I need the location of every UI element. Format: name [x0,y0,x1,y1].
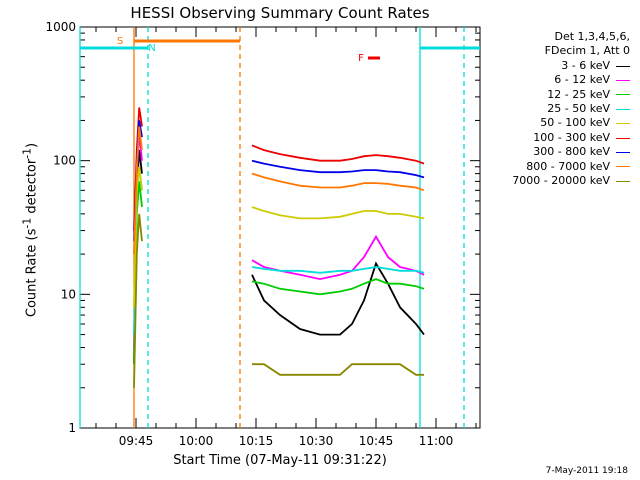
legend-swatch [616,166,630,168]
legend-entry: 3 - 6 keV [512,59,630,73]
legend-swatch [616,123,630,125]
legend-swatch [616,65,630,67]
y-axis-label-main: Count Rate (s [24,228,40,318]
legend-entry-label: 50 - 100 keV [540,116,610,130]
series-line [251,159,425,179]
legend-entries: 3 - 6 keV 6 - 12 keV 12 - 25 keV 25 - 50 ke… [512,59,630,189]
y-tick-label: 1000 [45,20,76,34]
series-line [251,234,425,281]
series-line [251,261,425,336]
x-tick-label: 10:45 [359,434,394,448]
x-tick-label: 10:30 [299,434,334,448]
legend-entry: 300 - 800 keV [512,145,630,159]
legend-entry-label: 3 - 6 keV [561,58,610,72]
legend-header-line-2: FDecim 1, Att 0 [544,44,630,58]
legend-entry-label: 100 - 300 keV [533,130,610,144]
x-tick-label: 09:45 [119,434,154,448]
legend-entry: 7000 - 20000 keV [512,174,630,188]
legend-swatch [616,108,630,110]
series-line [251,172,425,192]
y-axis-label: Count Rate (s-1 detector-1) [20,143,39,317]
y-tick-label: 1 [68,421,76,435]
series-line [251,266,425,274]
series-line [252,363,424,376]
legend-entry: 12 - 25 keV [512,88,630,102]
legend-entry-label: 12 - 25 keV [547,87,610,101]
legend-entry: 50 - 100 keV [512,116,630,130]
legend-entry: 100 - 300 keV [512,131,630,145]
y-axis-label-sup1: -1 [20,217,34,229]
x-tick-label: 10:15 [239,434,274,448]
legend-swatch [616,151,630,153]
series-line [251,144,425,165]
legend-entry: 800 - 7000 keV [512,160,630,174]
series-line [133,126,143,255]
series-line [133,213,143,388]
legend-swatch [616,137,630,139]
legend-entry-label: 25 - 50 keV [547,102,610,116]
chart-title: HESSI Observing Summary Count Rates [130,4,430,22]
y-axis-label-mid: detector [24,158,40,218]
legend: Det 1,3,4,5,6, FDecim 1, Att 0 3 - 6 keV… [512,30,630,188]
x-tick-label: 10:00 [179,434,214,448]
x-tick-label: 11:00 [419,434,454,448]
timestamp-footer: 7-May-2011 19:18 [545,466,628,476]
legend-entry: 6 - 12 keV [512,73,630,87]
legend-swatch [616,180,630,182]
flag-label: N [148,43,155,54]
y-tick-label: 100 [53,154,76,168]
legend-swatch [616,79,630,81]
legend-header-line-1: Det 1,3,4,5,6, [554,30,630,43]
series-line [133,166,143,308]
legend-entry-label: 300 - 800 keV [533,145,610,159]
flag-label: S [117,36,123,47]
legend-entry: 25 - 50 keV [512,102,630,116]
x-axis-label: Start Time (07-May-11 09:31:22) [173,453,387,468]
series-line [251,206,425,220]
legend-entry-label: 800 - 7000 keV [526,159,610,173]
y-axis-label-end: ) [24,142,40,148]
legend-entry-label: 7000 - 20000 keV [512,174,610,188]
series-line [251,278,425,296]
y-axis-label-sup2: -1 [20,147,34,159]
legend-swatch [616,94,630,96]
legend-entry-label: 6 - 12 keV [554,73,610,87]
flag-label: F [358,53,364,64]
y-tick-label: 10 [61,287,76,301]
